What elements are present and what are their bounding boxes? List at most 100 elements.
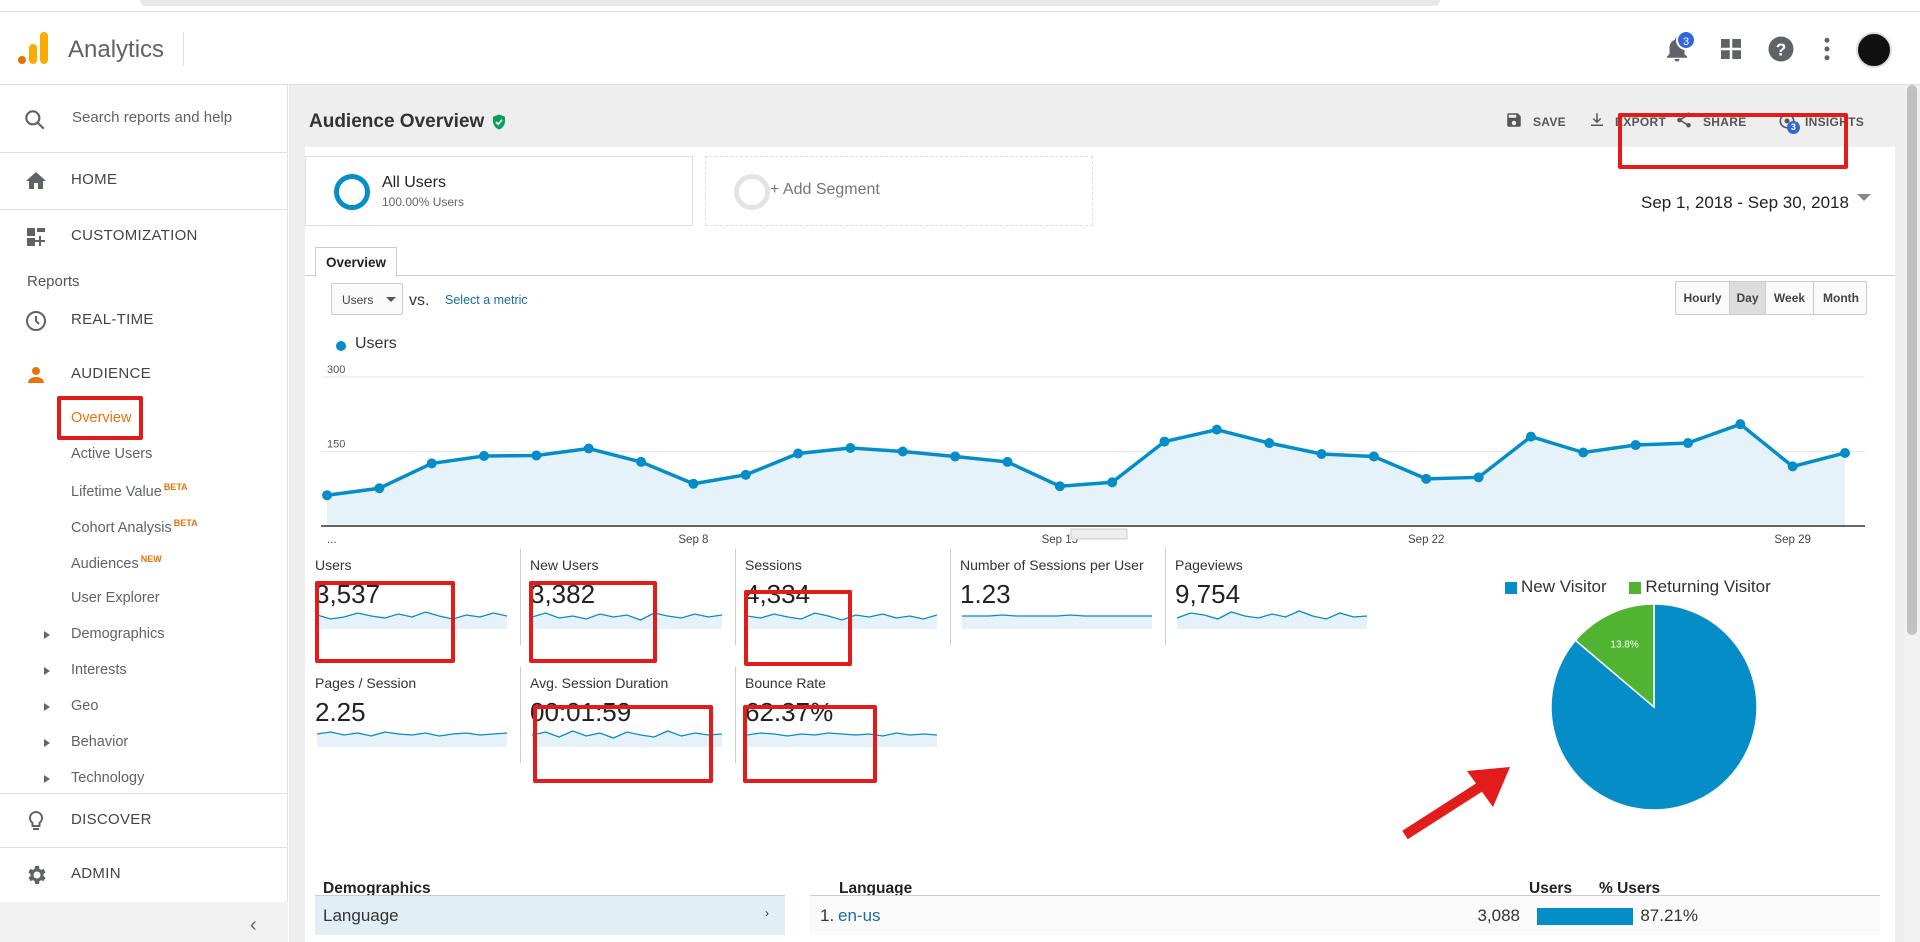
sidebar-item-admin[interactable]: ADMIN: [0, 847, 288, 901]
data-point[interactable]: [1578, 447, 1589, 458]
data-point[interactable]: [1421, 473, 1432, 484]
segment-subtitle: 100.00% Users: [382, 195, 465, 209]
sidebar-item-customization[interactable]: CUSTOMIZATION: [0, 209, 288, 263]
sidebar-subitem-behavior[interactable]: Behavior: [71, 734, 129, 750]
scorecard-sessions[interactable]: Sessions 4,334: [735, 547, 950, 647]
sidebar-subitem-user-explorer[interactable]: User Explorer: [71, 590, 160, 606]
data-point[interactable]: [583, 443, 594, 454]
expand-arrow-icon[interactable]: [44, 667, 50, 675]
scorecard-pages-session[interactable]: Pages / Session 2.25: [305, 665, 520, 765]
more-vert-icon[interactable]: [1812, 34, 1842, 64]
sidebar-item-home[interactable]: HOME: [0, 153, 288, 207]
pie-slice-returning-visitor[interactable]: [1574, 603, 1655, 709]
scorecard-avg-session-duration[interactable]: Avg. Session Duration 00:01:59: [520, 665, 735, 765]
data-point[interactable]: [1630, 440, 1641, 451]
chart-resize-handle[interactable]: [1070, 528, 1128, 540]
data-point[interactable]: [1735, 419, 1746, 430]
scorecard-pageviews[interactable]: Pageviews 9,754: [1165, 547, 1380, 647]
data-point[interactable]: [1264, 438, 1275, 449]
data-point[interactable]: [1002, 456, 1013, 467]
account-selector[interactable]: [198, 18, 538, 78]
data-point[interactable]: [897, 446, 908, 457]
data-point[interactable]: [531, 450, 542, 461]
data-point[interactable]: [374, 483, 385, 494]
data-point[interactable]: [1787, 461, 1798, 472]
users-column-header: Users: [1529, 880, 1573, 897]
help-icon[interactable]: ?: [1766, 34, 1796, 64]
account-avatar[interactable]: [1856, 32, 1892, 68]
data-point[interactable]: [1840, 447, 1850, 458]
scorecard-new-users[interactable]: New Users 3,382: [520, 547, 735, 647]
sidebar-collapse-bar[interactable]: ‹: [0, 902, 288, 942]
scorecard-name: Pages / Session: [315, 675, 417, 691]
sidebar-item-realtime[interactable]: REAL-TIME: [0, 293, 288, 347]
granularity-toggle: Hourly Day Week Month: [1675, 281, 1867, 315]
expand-arrow-icon[interactable]: [44, 703, 50, 711]
sidebar-subitem-cohort-analysis[interactable]: Cohort Analysis BETA: [71, 518, 198, 536]
scorecard-bounce-rate[interactable]: Bounce Rate 62.37%: [735, 665, 950, 765]
address-bar[interactable]: [140, 0, 1440, 6]
data-point[interactable]: [479, 450, 490, 461]
segment-all-users[interactable]: All Users 100.00% Users: [305, 156, 693, 226]
sidebar-item-label: AUDIENCE: [71, 365, 151, 382]
scorecard-number-of-sessions-per-user[interactable]: Number of Sessions per User 1.23: [950, 547, 1165, 647]
save-icon: [1507, 113, 1521, 127]
data-point[interactable]: [1682, 438, 1693, 449]
data-point[interactable]: [793, 448, 804, 459]
search-placeholder: Search reports and help: [72, 109, 233, 126]
analytics-logo-icon[interactable]: [18, 32, 48, 64]
scorecard-users[interactable]: Users 3,537: [305, 547, 520, 647]
sidebar-search[interactable]: Search reports and help: [0, 85, 288, 153]
sidebar-subitem-geo[interactable]: Geo: [71, 698, 99, 714]
granularity-month[interactable]: Month: [1823, 291, 1859, 305]
subitem-label: Audiences: [71, 555, 139, 572]
data-point[interactable]: [636, 456, 647, 467]
chevron-left-icon[interactable]: ‹: [250, 914, 257, 936]
data-point[interactable]: [688, 478, 699, 489]
data-point[interactable]: [1107, 477, 1118, 488]
granularity-day[interactable]: Day: [1730, 282, 1766, 314]
granularity-week[interactable]: Week: [1766, 282, 1814, 314]
metric-dropdown[interactable]: Users: [331, 283, 403, 315]
select-metric-link[interactable]: Select a metric: [445, 293, 528, 307]
data-point[interactable]: [740, 469, 751, 480]
sidebar-item-audience[interactable]: AUDIENCE: [0, 347, 288, 401]
sidebar-subitem-demographics[interactable]: Demographics: [71, 626, 165, 642]
granularity-hourly[interactable]: Hourly: [1676, 282, 1730, 314]
data-point[interactable]: [950, 451, 961, 462]
data-point[interactable]: [426, 458, 437, 469]
red-arrow-annotation: [1402, 767, 1510, 840]
data-point[interactable]: [322, 490, 332, 501]
data-point[interactable]: [1211, 424, 1222, 435]
add-segment-button[interactable]: + Add Segment: [705, 156, 1093, 226]
data-point[interactable]: [1525, 431, 1536, 442]
sidebar-subitem-interests[interactable]: Interests: [71, 662, 127, 678]
data-point[interactable]: [1316, 448, 1327, 459]
data-point[interactable]: [845, 443, 856, 454]
expand-arrow-icon[interactable]: [44, 775, 50, 783]
sparkline: [317, 611, 507, 629]
data-point[interactable]: [1473, 472, 1484, 483]
data-point[interactable]: [1159, 436, 1170, 447]
date-range-picker[interactable]: Sep 1, 2018 - Sep 30, 2018: [1635, 183, 1871, 223]
expand-arrow-icon[interactable]: [44, 631, 50, 639]
data-point[interactable]: [1368, 451, 1379, 462]
scrollbar-thumb[interactable]: [1907, 85, 1917, 635]
page-scrollbar[interactable]: [1904, 85, 1920, 942]
sidebar-subitem-technology[interactable]: Technology: [71, 770, 145, 786]
sidebar-item-discover[interactable]: DISCOVER: [0, 793, 288, 847]
demographics-language-row[interactable]: Language ›: [315, 895, 785, 935]
sidebar-subitem-lifetime-value[interactable]: Lifetime Value BETA: [71, 482, 188, 500]
scorecard-name: Pageviews: [1175, 557, 1243, 573]
row-language-link[interactable]: en-us: [838, 906, 881, 925]
data-point[interactable]: [1054, 481, 1065, 492]
tab-overview[interactable]: Overview: [315, 247, 397, 277]
y-tick-label: 150: [327, 439, 345, 451]
scorecard-name: Number of Sessions per User: [960, 557, 1144, 573]
sidebar-subitem-audiences[interactable]: Audiences NEW: [71, 554, 162, 572]
sidebar-subitem-overview[interactable]: Overview: [71, 410, 132, 426]
apps-grid-icon[interactable]: [1716, 34, 1746, 64]
legend-returning-visitor: Returning Visitor: [1645, 577, 1771, 596]
sidebar-subitem-active-users[interactable]: Active Users: [71, 446, 153, 462]
expand-arrow-icon[interactable]: [44, 739, 50, 747]
